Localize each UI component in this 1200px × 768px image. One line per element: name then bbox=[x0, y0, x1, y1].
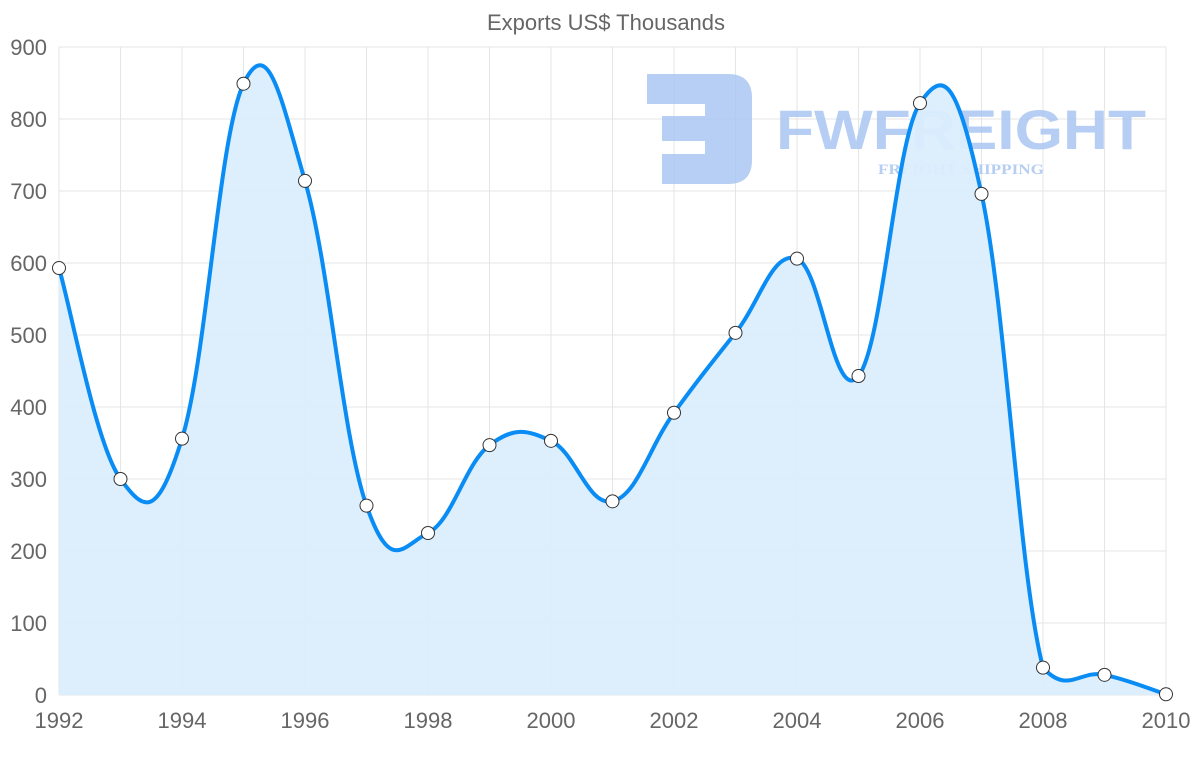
y-tick-label: 400 bbox=[10, 395, 47, 420]
y-tick-label: 100 bbox=[10, 611, 47, 636]
data-point bbox=[913, 96, 927, 111]
x-tick-label: 1994 bbox=[158, 708, 207, 733]
x-tick-label: 2004 bbox=[773, 708, 822, 733]
x-tick-label: 1996 bbox=[281, 708, 330, 733]
data-point bbox=[113, 472, 128, 486]
x-axis: 1992 1994 1996 1998 2000 2002 2004 2006 2008 2010 bbox=[35, 708, 1191, 733]
x-tick-label: 2000 bbox=[527, 708, 576, 733]
data-point bbox=[482, 438, 497, 453]
data-point bbox=[544, 433, 558, 448]
y-tick-label: 500 bbox=[10, 323, 47, 348]
data-point bbox=[1097, 667, 1112, 682]
data-point bbox=[605, 494, 620, 509]
x-tick-label: 2008 bbox=[1019, 708, 1068, 733]
y-tick-label: 700 bbox=[10, 179, 47, 204]
data-point bbox=[974, 186, 989, 201]
data-point bbox=[1159, 687, 1173, 702]
y-axis: 0 100 200 300 400 500 600 700 800 900 bbox=[10, 35, 47, 708]
y-tick-label: 600 bbox=[10, 251, 47, 276]
data-point bbox=[52, 261, 66, 276]
y-tick-label: 900 bbox=[10, 35, 47, 60]
data-point bbox=[359, 498, 374, 513]
x-tick-label: 2002 bbox=[650, 708, 699, 733]
watermark-logo-icon bbox=[647, 74, 752, 184]
data-point bbox=[298, 173, 312, 188]
y-tick-label: 200 bbox=[10, 539, 47, 564]
y-tick-label: 0 bbox=[35, 683, 47, 708]
x-tick-label: 1992 bbox=[35, 708, 84, 733]
series-area bbox=[59, 65, 1166, 695]
y-tick-label: 800 bbox=[10, 107, 47, 132]
data-point bbox=[421, 526, 435, 540]
x-tick-label: 1998 bbox=[404, 708, 453, 733]
data-point bbox=[175, 431, 189, 446]
y-tick-label: 300 bbox=[10, 467, 47, 492]
data-point bbox=[790, 251, 804, 266]
data-point bbox=[667, 405, 681, 420]
data-point bbox=[851, 369, 866, 384]
x-tick-label: 2006 bbox=[896, 708, 945, 733]
chart-title: Exports US$ Thousands bbox=[487, 10, 725, 35]
data-point bbox=[236, 76, 251, 91]
data-point bbox=[728, 325, 743, 340]
data-point bbox=[1036, 660, 1050, 675]
watermark-logo: FWFREIGHT FREIGHT SHIPPING bbox=[647, 74, 1146, 184]
x-tick-label: 2010 bbox=[1142, 708, 1191, 733]
series bbox=[52, 63, 1173, 702]
